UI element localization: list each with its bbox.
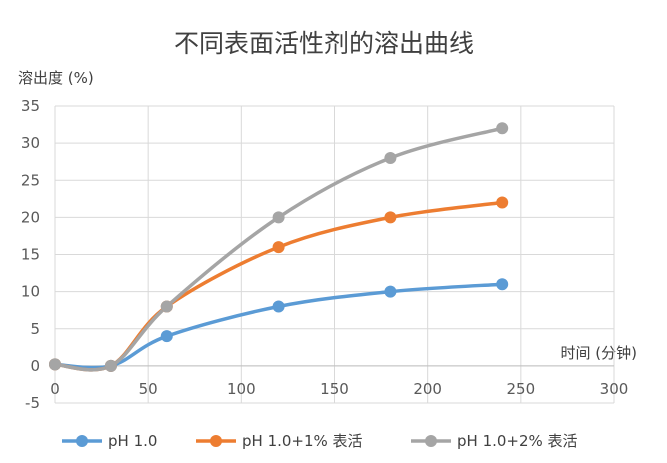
legend-marker bbox=[76, 435, 88, 447]
x-axis-label: 时间 (分钟) bbox=[561, 344, 637, 362]
data-point bbox=[496, 278, 509, 291]
y-tick-label: 15 bbox=[21, 246, 40, 264]
data-point bbox=[496, 196, 509, 209]
data-point bbox=[384, 285, 397, 298]
data-point bbox=[272, 300, 285, 313]
data-point bbox=[384, 211, 397, 224]
data-point bbox=[49, 358, 61, 371]
data-point bbox=[104, 359, 117, 372]
legend-marker bbox=[210, 435, 222, 447]
y-tick-label: 20 bbox=[21, 208, 40, 226]
legend-marker bbox=[425, 435, 437, 447]
data-point bbox=[272, 241, 285, 254]
legend-label: pH 1.0+1% 表活 bbox=[242, 432, 363, 450]
x-tick-label: 150 bbox=[320, 380, 349, 398]
legend-label: pH 1.0 bbox=[108, 432, 157, 450]
legend: pH 1.0 pH 1.0+1% 表活 pH 1.0+2% 表活 bbox=[62, 432, 578, 450]
y-tick-label: 0 bbox=[30, 357, 40, 375]
y-tick-label: 25 bbox=[21, 171, 40, 189]
x-tick-label: 250 bbox=[507, 380, 536, 398]
x-tick-label: 300 bbox=[600, 380, 629, 398]
data-point bbox=[160, 330, 173, 343]
data-point bbox=[496, 122, 509, 135]
legend-item: pH 1.0+1% 表活 bbox=[196, 432, 363, 450]
y-tick-label: -5 bbox=[25, 394, 40, 412]
y-axis-label: 溶出度 (%) bbox=[18, 69, 94, 87]
y-tick-label: 5 bbox=[30, 320, 40, 338]
grid bbox=[54, 105, 615, 404]
series-lines bbox=[49, 122, 509, 372]
x-tick-label: 100 bbox=[227, 380, 256, 398]
data-point bbox=[384, 151, 397, 164]
x-tick-label: 0 bbox=[50, 380, 60, 398]
y-tick-label: 35 bbox=[21, 97, 40, 115]
legend-item: pH 1.0 bbox=[62, 432, 157, 450]
x-tick-label: 50 bbox=[139, 380, 158, 398]
x-tick-label: 200 bbox=[413, 380, 442, 398]
chart-title: 不同表面活性剂的溶出曲线 bbox=[174, 29, 474, 58]
legend-item: pH 1.0+2% 表活 bbox=[411, 432, 578, 450]
data-point bbox=[160, 300, 173, 313]
y-tick-label: 10 bbox=[21, 283, 40, 301]
series-line bbox=[53, 200, 504, 372]
y-tick-label: 30 bbox=[21, 134, 40, 152]
tick-labels: 0 50 100 150 200 250 300 -5 0 5 10 15 20 25 30 35 bbox=[21, 97, 628, 412]
data-point bbox=[272, 211, 285, 224]
legend-label: pH 1.0+2% 表活 bbox=[457, 432, 578, 450]
